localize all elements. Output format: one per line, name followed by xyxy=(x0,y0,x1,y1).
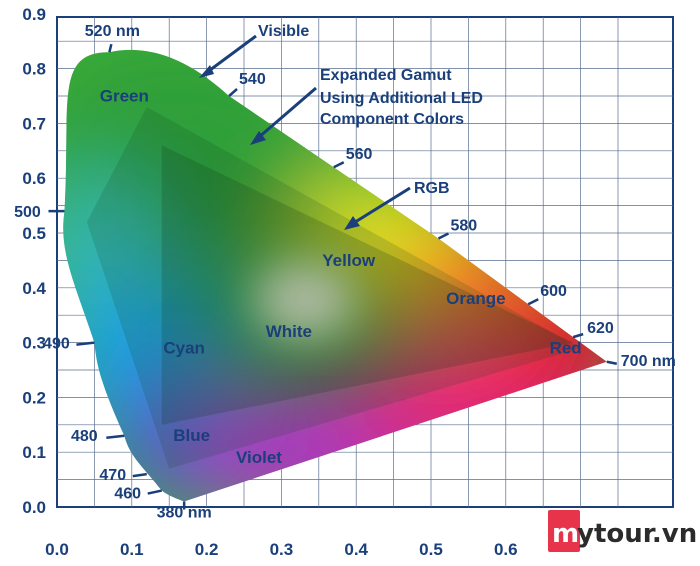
wavelength-label: 500 xyxy=(14,204,41,221)
y-tick-label: 0.0 xyxy=(22,498,46,517)
annotation-expanded-gamut: Expanded Gamut Using Additional LED Comp… xyxy=(250,67,483,145)
wavelength-tick xyxy=(606,360,618,366)
watermark-m: m xyxy=(552,519,579,549)
y-tick-label: 0.5 xyxy=(22,224,46,243)
wavelength-labels: 380 nm 460 470 480 490 500 520 nm 540 560 580 600 6… xyxy=(14,23,676,521)
region-label: Blue xyxy=(173,426,210,445)
y-tick-label: 0.3 xyxy=(22,334,46,353)
expanded-gamut-polygon xyxy=(86,106,581,469)
region-label: Violet xyxy=(236,448,282,467)
wavelength-label: 580 xyxy=(450,217,477,234)
x-tick-label: 0.1 xyxy=(120,540,144,559)
rgb-gamut-triangle xyxy=(161,145,574,425)
mytour-watermark: m ytour.vn xyxy=(548,510,697,552)
x-tick-label: 0.4 xyxy=(344,540,368,559)
annotation-rgb-arrow xyxy=(351,186,411,226)
wavelength-label: 470 xyxy=(99,467,126,484)
annotation-rgb: RGB xyxy=(344,180,450,230)
x-tick-label: 0.0 xyxy=(45,540,69,559)
wavelength-tick xyxy=(572,332,584,339)
region-label: White xyxy=(266,322,312,341)
wavelength-label: 540 xyxy=(239,71,266,88)
wavelength-tick xyxy=(76,341,95,346)
wavelength-label: 700 nm xyxy=(621,353,676,370)
wavelength-tick xyxy=(108,43,113,53)
x-tick-label: 0.5 xyxy=(419,540,443,559)
region-label: Orange xyxy=(446,289,506,308)
annotation-expanded-line2: Using Additional LED xyxy=(320,90,483,107)
y-axis-ticks: 0.0 0.1 0.2 0.3 0.4 0.5 0.6 0.7 0.8 0.9 xyxy=(22,5,46,517)
annotation-visible-arrowhead xyxy=(199,65,214,78)
wavelength-label: 490 xyxy=(43,336,70,353)
region-label: Cyan xyxy=(163,339,205,358)
wavelength-label: 600 xyxy=(540,283,567,300)
annotation-expanded-line1: Expanded Gamut xyxy=(320,67,452,84)
watermark-badge xyxy=(548,510,580,552)
wavelength-tick xyxy=(106,434,125,440)
y-tick-label: 0.2 xyxy=(22,388,46,407)
watermark-rest: ytour.vn xyxy=(577,519,697,549)
wavelength-tick xyxy=(527,298,539,306)
wavelength-label: 520 nm xyxy=(85,23,140,40)
annotation-expanded-line3: Component Colors xyxy=(320,111,464,128)
y-tick-label: 0.4 xyxy=(22,279,46,298)
annotation-visible-text: Visible xyxy=(258,23,309,40)
y-tick-label: 0.6 xyxy=(22,169,46,188)
wavelength-label: 460 xyxy=(114,486,141,503)
wavelength-label: 380 nm xyxy=(157,505,212,522)
y-tick-label: 0.9 xyxy=(22,5,46,24)
x-tick-label: 0.2 xyxy=(195,540,219,559)
wavelength-tick xyxy=(132,472,147,478)
wavelength-label: 560 xyxy=(346,146,373,163)
y-tick-label: 0.1 xyxy=(22,443,46,462)
annotation-visible-arrow xyxy=(205,34,257,75)
wavelength-tick xyxy=(228,88,238,97)
annotation-rgb-text: RGB xyxy=(414,180,450,197)
wavelength-tick xyxy=(147,489,162,495)
wavelength-markers xyxy=(48,43,618,510)
x-axis-ticks: 0.0 0.1 0.2 0.3 0.4 0.5 0.6 xyxy=(45,540,517,559)
x-tick-label: 0.3 xyxy=(270,540,294,559)
wavelength-label: 620 xyxy=(587,320,614,337)
region-label: Red xyxy=(550,339,582,358)
region-labels: Green Yellow Orange White Cyan Red Blue Violet xyxy=(100,86,582,467)
region-label: Green xyxy=(100,86,149,105)
annotation-expanded-arrow xyxy=(257,86,317,140)
region-label: Yellow xyxy=(322,251,376,270)
y-tick-label: 0.8 xyxy=(22,60,46,79)
y-tick-label: 0.7 xyxy=(22,114,46,133)
annotation-expanded-arrowhead xyxy=(250,131,266,145)
annotation-visible: Visible xyxy=(199,23,309,78)
x-tick-label: 0.6 xyxy=(494,540,518,559)
wavelength-tick xyxy=(437,232,450,240)
wavelength-label: 480 xyxy=(71,428,98,445)
annotation-rgb-arrowhead xyxy=(344,216,360,230)
wavelength-tick xyxy=(333,161,345,169)
